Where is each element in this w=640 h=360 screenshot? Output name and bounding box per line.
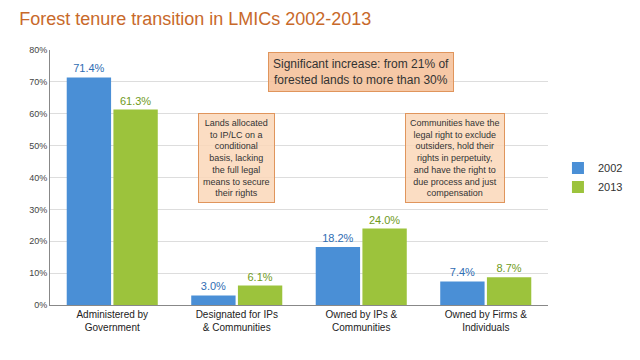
- svg-text:40%: 40%: [29, 173, 47, 183]
- svg-text:0%: 0%: [34, 300, 47, 310]
- svg-text:18.2%: 18.2%: [322, 232, 353, 244]
- svg-text:2013: 2013: [598, 181, 622, 193]
- svg-text:71.4%: 71.4%: [73, 62, 104, 74]
- svg-text:24.0%: 24.0%: [369, 214, 400, 226]
- svg-text:Owned by Firms &Individuals: Owned by Firms &Individuals: [445, 309, 528, 333]
- svg-text:50%: 50%: [29, 141, 47, 151]
- svg-text:6.1%: 6.1%: [247, 271, 272, 283]
- svg-text:60%: 60%: [29, 109, 47, 119]
- svg-text:Administered byGovernment: Administered byGovernment: [76, 309, 148, 333]
- svg-text:20%: 20%: [29, 236, 47, 246]
- svg-text:Designated for IPs& Communitie: Designated for IPs& Communities: [196, 309, 278, 333]
- svg-text:3.0%: 3.0%: [201, 280, 226, 292]
- svg-text:Forest tenure transition in LM: Forest tenure transition in LMICs 2002-2…: [19, 9, 371, 29]
- svg-text:Owned by IPs &Communities: Owned by IPs &Communities: [325, 309, 397, 333]
- svg-text:8.7%: 8.7%: [496, 262, 521, 274]
- svg-text:61.3%: 61.3%: [120, 95, 151, 107]
- svg-text:Communities have thelegal righ: Communities have thelegal right to exclu…: [410, 118, 500, 198]
- svg-text:Lands allocatedto IP/LC on aco: Lands allocatedto IP/LC on aconditionalb…: [203, 118, 270, 198]
- svg-text:Significant increase: from 21%: Significant increase: from 21% offoreste…: [273, 57, 449, 87]
- svg-text:2002: 2002: [598, 162, 622, 174]
- svg-text:30%: 30%: [29, 205, 47, 215]
- svg-text:70%: 70%: [29, 77, 47, 87]
- svg-text:10%: 10%: [29, 268, 47, 278]
- svg-text:80%: 80%: [29, 45, 47, 55]
- svg-text:7.4%: 7.4%: [450, 266, 475, 278]
